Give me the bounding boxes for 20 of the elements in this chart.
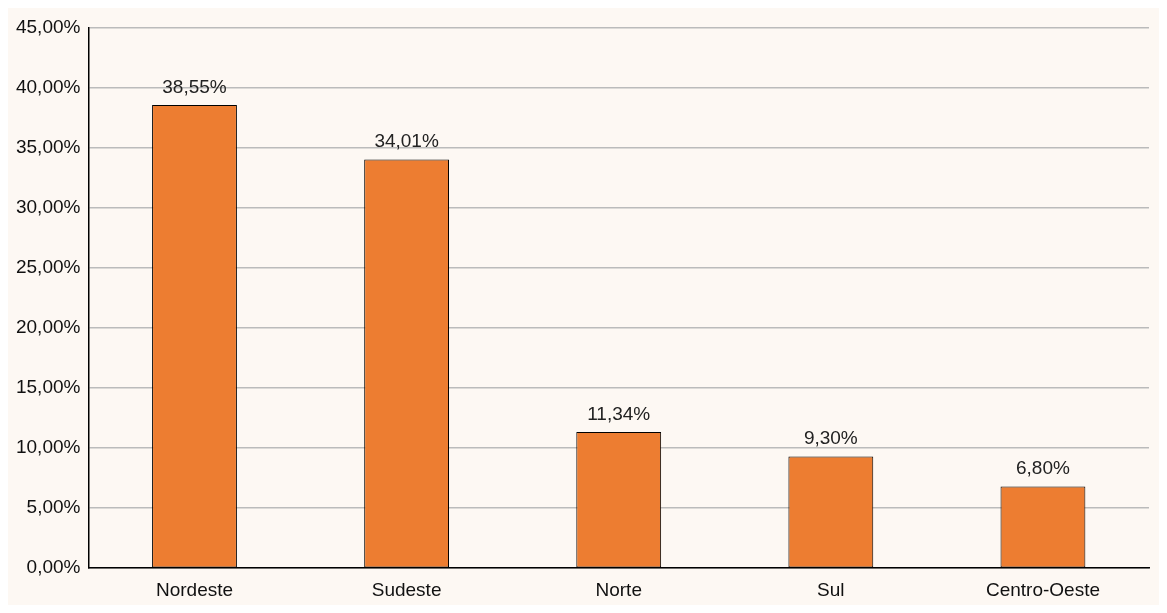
x-tick-label: Sul: [817, 578, 845, 600]
x-tick-label: Nordeste: [155, 578, 234, 600]
data-label: 38,55%: [162, 75, 227, 97]
y-tick-label: 45,00%: [15, 15, 81, 37]
x-tick-label: Centro-Oeste: [985, 578, 1100, 600]
y-tick-label: 5,00%: [26, 496, 81, 518]
y-tick-label: 25,00%: [15, 255, 81, 277]
y-tick-label: 20,00%: [15, 316, 81, 338]
data-label: 34,01%: [374, 130, 439, 152]
y-tick-label: 0,00%: [26, 556, 81, 578]
x-tick-label: Norte: [595, 578, 642, 600]
y-tick-label: 35,00%: [15, 135, 81, 157]
data-label: 11,34%: [587, 402, 651, 424]
y-tick-label: 10,00%: [15, 436, 81, 458]
data-label: 6,80%: [1016, 457, 1070, 479]
y-tick-label: 40,00%: [15, 75, 81, 97]
data-label: 9,30%: [803, 427, 858, 449]
y-tick-label: 30,00%: [15, 195, 81, 217]
x-tick-label: Sudeste: [371, 578, 442, 600]
y-tick-label: 15,00%: [15, 376, 81, 398]
